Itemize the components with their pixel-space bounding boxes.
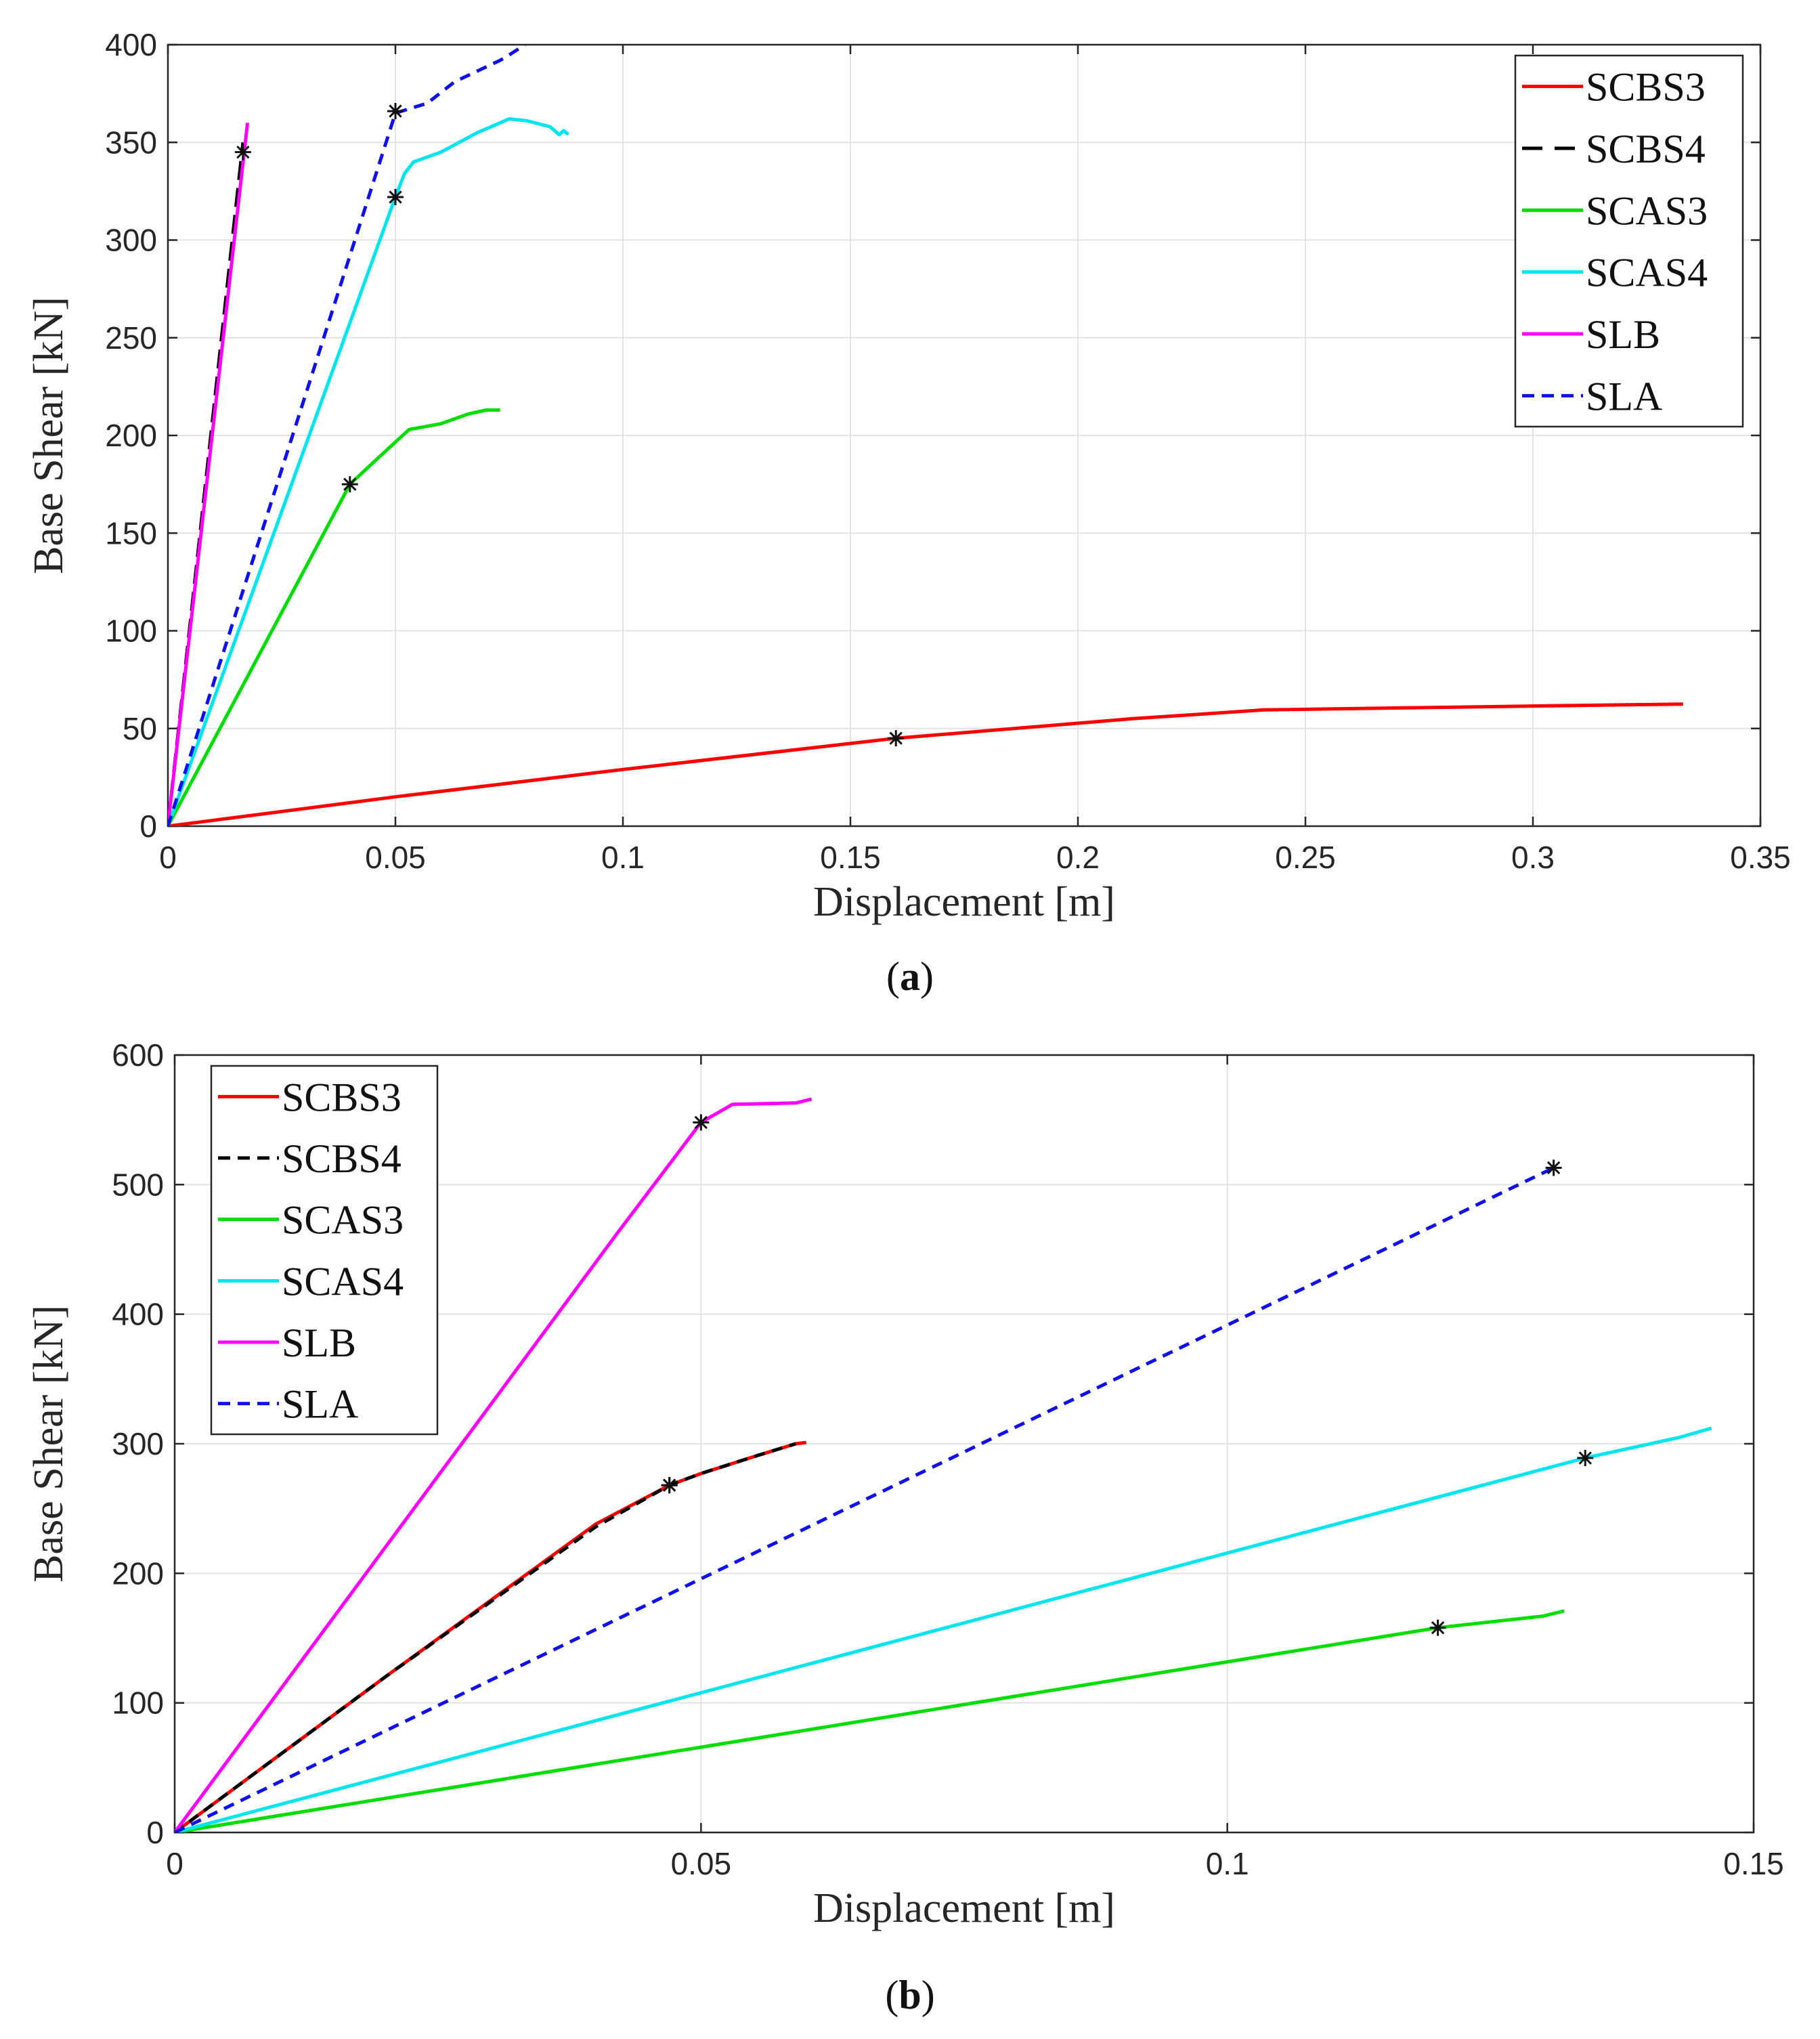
yield-marker-scbs3: [888, 730, 905, 747]
yield-marker-scas4: [387, 189, 404, 206]
series-line-scas4: [175, 1426, 1712, 1832]
x-axis-label: Displacement [m]: [813, 879, 1115, 925]
x-axis-label: Displacement [m]: [813, 1885, 1115, 1931]
y-tick-label: 400: [105, 27, 157, 62]
y-tick-label: 150: [105, 515, 157, 551]
x-tick-label: 0.35: [1730, 840, 1791, 875]
y-tick-label: 500: [112, 1167, 164, 1202]
series-line-scbs4: [175, 1442, 797, 1832]
x-tick-label: 0.05: [671, 1846, 732, 1881]
legend-box: [1514, 54, 1744, 428]
legend-label-scas3: SCAS3: [282, 1198, 404, 1243]
x-tick-label: 0.3: [1511, 840, 1555, 875]
x-tick-label: 0.1: [1206, 1846, 1249, 1881]
legend-label-scas4: SCAS4: [282, 1259, 404, 1304]
x-tick-label: 0.1: [601, 840, 645, 875]
y-tick-label: 200: [105, 418, 157, 453]
legend-label-scbs4: SCBS4: [1586, 127, 1706, 171]
legend: SCBS3 SCBS4 SCAS3 SCAS4 SLB SLA: [210, 1065, 439, 1436]
y-tick-label: 0: [146, 1815, 164, 1850]
y-tick-label: 350: [105, 125, 157, 160]
x-tick-label: 0: [166, 1846, 183, 1881]
caption-paren-close: ): [920, 954, 934, 999]
yield-marker-sla: [387, 103, 404, 120]
y-tick-label: 200: [112, 1555, 164, 1591]
y-tick-label: 0: [139, 809, 157, 844]
caption-paren-open: (: [886, 954, 900, 999]
y-tick-label: 50: [123, 711, 157, 746]
legend-label-scbs3: SCBS3: [1586, 65, 1706, 110]
y-tick-label: 300: [112, 1426, 164, 1461]
series-line-scbs3: [175, 1440, 807, 1832]
series-line-scas3: [168, 408, 500, 826]
y-tick-label: 300: [105, 223, 157, 258]
caption-a: (a): [886, 954, 934, 999]
y-tick-label: 250: [105, 320, 157, 356]
legend-label-scbs3: SCBS3: [282, 1075, 402, 1119]
x-tick-label: 0.15: [1723, 1846, 1784, 1881]
caption-letter: b: [898, 1973, 921, 2017]
yield-marker-scas4: [1577, 1450, 1594, 1467]
y-tick-label: 100: [112, 1686, 164, 1721]
yield-marker-sla: [1545, 1159, 1562, 1176]
x-tick-label: 0.2: [1056, 840, 1100, 875]
plot-b: 0 0.05 0.1 0.15 0 100 200 300 400 500 600 Displacem…: [26, 1037, 1784, 2017]
caption-paren-open: (: [885, 1973, 898, 2017]
x-tick-label: 0.15: [820, 840, 881, 875]
x-tick-label: 0.25: [1275, 840, 1336, 875]
series-line-slb: [175, 1097, 812, 1832]
series-line-scbs3: [168, 702, 1683, 826]
y-axis-label: Base Shear [kN]: [26, 297, 72, 574]
x-tick-label: 0.05: [365, 840, 426, 875]
legend-label-sla: SLA: [282, 1382, 358, 1427]
legend-label-slb: SLB: [282, 1321, 356, 1365]
legend-label-scas3: SCAS3: [1586, 188, 1708, 233]
legend-box: [210, 1065, 439, 1436]
legend-label-sla: SLA: [1586, 374, 1662, 418]
legend-label-scas4: SCAS4: [1586, 251, 1708, 295]
plot-a: 0 0.05 0.1 0.15 0.2 0.25 0.3 0.35 0 50 100 150 200 25…: [26, 27, 1791, 999]
yield-marker-scbs4: [234, 144, 251, 160]
legend-label-scbs4: SCBS4: [282, 1136, 402, 1181]
yield-marker-slb: [693, 1114, 710, 1131]
series-line-scas4: [168, 117, 570, 826]
yield-marker-scas3: [341, 476, 358, 493]
series-line-scas3: [175, 1609, 1565, 1832]
caption-paren-close: ): [922, 1973, 935, 2017]
y-tick-label: 600: [112, 1037, 164, 1073]
y-axis-label: Base Shear [kN]: [26, 1305, 72, 1583]
yield-marker-scbs4: [661, 1477, 678, 1494]
caption-letter: a: [900, 954, 920, 999]
caption-b: (b): [885, 1973, 934, 2017]
legend: SCBS3 SCBS4 SCAS3 SCAS4 SLB SLA: [1514, 54, 1744, 428]
yield-marker-scas3: [1429, 1619, 1446, 1636]
y-tick-label: 100: [105, 614, 157, 649]
legend-label-slb: SLB: [1586, 312, 1660, 357]
series-line-slb: [168, 123, 250, 826]
y-tick-label: 400: [112, 1297, 164, 1332]
x-tick-label: 0: [159, 840, 177, 875]
